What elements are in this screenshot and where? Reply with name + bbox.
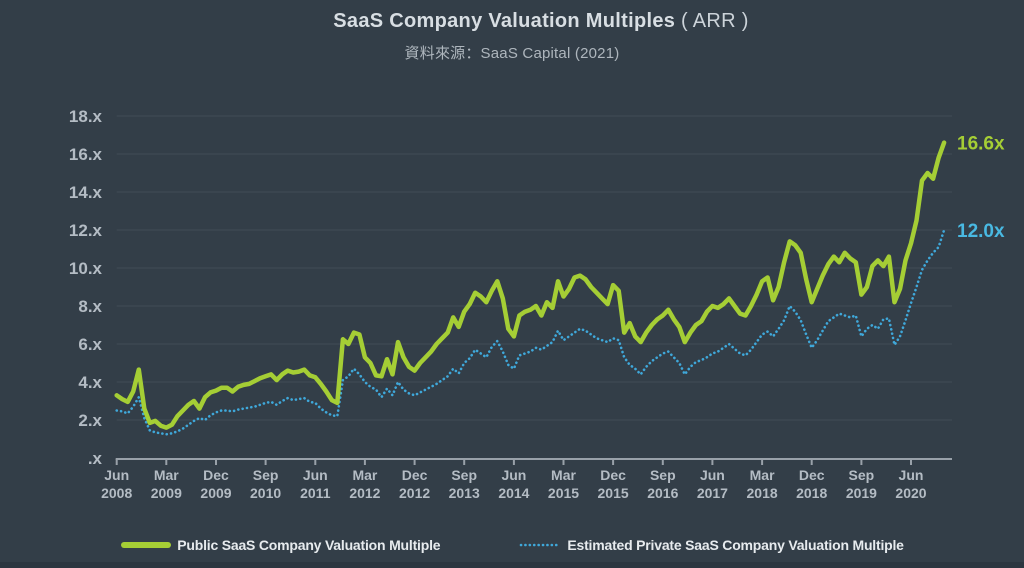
x-axis-label-year: 2012 — [349, 485, 380, 501]
x-axis-label-month: Dec — [402, 467, 428, 483]
x-axis-label-month: Sep — [451, 467, 477, 483]
x-axis-label-year: 2018 — [796, 485, 827, 501]
y-axis-label: 6.x — [78, 335, 102, 354]
x-axis-label-month: Jun — [899, 467, 924, 483]
x-axis-label-year: 2014 — [498, 485, 529, 501]
private-multiple-line — [115, 228, 946, 436]
x-axis-label-month: Sep — [849, 467, 875, 483]
x-axis-label-month: Dec — [203, 467, 229, 483]
x-axis-label-year: 2020 — [895, 485, 926, 501]
x-axis-label-year: 2011 — [300, 485, 331, 501]
x-axis-label-year: 2009 — [200, 485, 231, 501]
x-axis-label-year: 2015 — [548, 485, 579, 501]
x-axis-label-year: 2009 — [151, 485, 182, 501]
y-axis-label: 10.x — [69, 259, 103, 278]
x-axis-label-month: Jun — [700, 467, 725, 483]
x-axis-label-year: 2010 — [250, 485, 281, 501]
chart-header: SaaS Company Valuation Multiples ( ARR )… — [0, 10, 1024, 63]
legend-item-public: Public SaaS Company Valuation Multiple — [120, 537, 441, 553]
y-axis-label: 2.x — [78, 411, 102, 430]
x-axis-label-year: 2012 — [399, 485, 430, 501]
x-axis-label-month: Dec — [600, 467, 626, 483]
y-axis-label: 16.x — [69, 145, 103, 164]
legend: Public SaaS Company Valuation Multiple E… — [0, 537, 1024, 553]
x-axis-label-year: 2019 — [846, 485, 877, 501]
end-label-private: 12.0x — [957, 221, 1005, 242]
legend-label-private: Estimated Private SaaS Company Valuation… — [567, 537, 904, 553]
bottom-border — [0, 562, 1024, 568]
x-axis-label-year: 2016 — [647, 485, 678, 501]
x-axis-label-month: Sep — [253, 467, 279, 483]
x-axis-label-year: 2008 — [101, 485, 132, 501]
y-axis-label: .x — [88, 449, 103, 468]
x-axis-label-month: Mar — [154, 467, 179, 483]
dotted-line-swatch-icon — [520, 543, 561, 547]
x-axis-label-year: 2015 — [598, 485, 629, 501]
y-axis-label: 14.x — [69, 183, 103, 202]
x-axis-label-month: Sep — [650, 467, 676, 483]
x-axis-label-month: Jun — [104, 467, 129, 483]
y-axis-label: 4.x — [78, 373, 102, 392]
page-title: SaaS Company Valuation Multiples ( ARR ) — [0, 10, 1024, 33]
chart-title-suffix: ( ARR ) — [681, 10, 749, 32]
legend-label-public: Public SaaS Company Valuation Multiple — [177, 537, 441, 553]
y-axis-label: 8.x — [78, 297, 102, 316]
solid-line-swatch-icon — [121, 542, 172, 548]
x-axis-label-month: Jun — [501, 467, 526, 483]
x-axis-label-year: 2018 — [747, 485, 778, 501]
x-axis-label-year: 2017 — [697, 485, 728, 501]
legend-item-private: Estimated Private SaaS Company Valuation… — [518, 537, 904, 553]
chart-title-main: SaaS Company Valuation Multiples — [333, 10, 676, 32]
chart-source-note: 資料來源：SaaS Capital (2021) — [404, 45, 620, 62]
x-axis-label-month: Dec — [799, 467, 825, 483]
end-label-public: 16.6x — [957, 134, 1005, 155]
x-axis-label-year: 2013 — [449, 485, 480, 501]
y-axis-label: 12.x — [69, 221, 103, 240]
x-axis-label-month: Mar — [551, 467, 576, 483]
public-multiple-line — [114, 140, 947, 430]
x-axis-label-month: Mar — [352, 467, 377, 483]
x-axis-label-month: Jun — [303, 467, 328, 483]
y-axis-label: 18.x — [69, 107, 103, 126]
x-axis-label-month: Mar — [750, 467, 775, 483]
